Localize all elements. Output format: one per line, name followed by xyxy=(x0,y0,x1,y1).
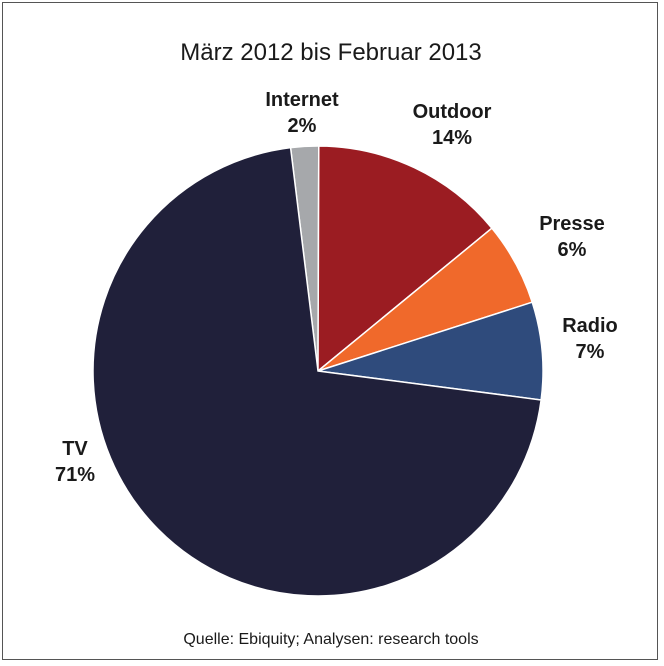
chart-title: März 2012 bis Februar 2013 xyxy=(180,39,482,66)
slice-label-radio: Radio xyxy=(562,315,618,337)
slice-label-presse: Presse xyxy=(539,213,605,235)
slice-value-internet: 2% xyxy=(288,115,317,137)
slice-value-tv: 71% xyxy=(55,464,95,486)
slice-label-internet: Internet xyxy=(265,89,339,111)
slice-value-presse: 6% xyxy=(558,239,587,261)
pie-slice-outdoor xyxy=(317,145,493,373)
slice-value-radio: 7% xyxy=(576,341,605,363)
slice-label-tv: TV xyxy=(62,438,88,460)
chart-source: Quelle: Ebiquity; Analysen: research too… xyxy=(183,631,479,648)
slice-label-outdoor: Outdoor xyxy=(413,101,492,123)
slice-value-outdoor: 14% xyxy=(432,127,472,149)
pie-slice-tv xyxy=(92,146,542,597)
